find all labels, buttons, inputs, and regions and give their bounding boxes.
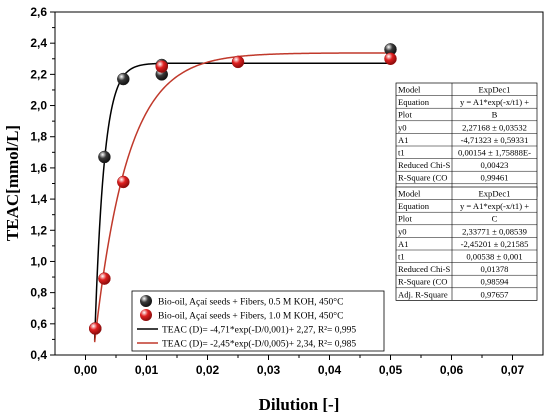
fit-table-key: y0 (398, 226, 407, 236)
legend-marker-series-2 (140, 309, 152, 321)
fit-table-value: 0,00154 ± 1,75888E- (458, 148, 531, 158)
fit-parameter-tables: Model ExpDec1 Equation y = A1*exp(-x/t1) + P… (395, 82, 538, 301)
y-tick-label: 0,8 (30, 286, 47, 300)
fit-table-key: Model (398, 85, 421, 95)
fit-table-key: Plot (398, 214, 412, 224)
data-point-series-1 (117, 72, 130, 86)
y-axis-title: TEAC[mmol/L] (3, 125, 22, 241)
legend: Bio-oil, Açaí seeds + Fibers, 0.5 M KOH,… (131, 290, 385, 352)
fit-table-value: 2,27168 ± 0,03532 (462, 122, 527, 132)
plot-frame (54, 11, 544, 356)
data-point-series-2 (89, 322, 102, 335)
y-tick-label: 1,8 (30, 130, 47, 144)
fit-table-value: -2,45201 ± 0,21585 (461, 239, 529, 249)
fit-table-key: R-Square (CO (398, 277, 447, 287)
fit-table-value: C (492, 214, 498, 224)
fit-table-key: A1 (398, 239, 409, 249)
fit-table-value: 0,97657 (481, 289, 510, 299)
legend-label-fit-2: TEAC (D)= -2,45*exp(-D/0,005)+ 2,34, R²=… (162, 339, 356, 350)
fit-table-value: 2,33771 ± 0,08539 (462, 226, 527, 236)
fit-table-value: 0,99461 (481, 173, 509, 183)
x-tick-label: 0,00 (74, 363, 98, 377)
y-tick-label: 2,4 (30, 36, 47, 50)
fit-table-value: 0,00423 (481, 160, 509, 170)
fit-table-value: y = A1*exp(-x/t1) + (460, 97, 529, 107)
data-point-series-2 (98, 272, 111, 285)
fit-curve-2 (93, 52, 391, 343)
y-tick-label: 2,6 (30, 5, 47, 19)
legend-box (131, 290, 385, 352)
y-tick-label: 1,6 (30, 161, 47, 175)
legend-label-fit-1: TEAC (D)= -4,71*exp(-D/0,001)+ 2,27, R²=… (162, 325, 356, 336)
x-tick-label: 0,03 (257, 363, 281, 377)
fit-table-value: 0,98594 (481, 277, 510, 287)
data-point-series-1 (98, 150, 111, 164)
fit-table-value: y = A1*exp(-x/t1) + (460, 201, 529, 211)
x-tick-label: 0,01 (135, 363, 159, 377)
y-tick-label: 1,2 (30, 223, 47, 237)
legend-marker-series-1 (140, 295, 152, 307)
fit-table-key: R-Square (CO (398, 173, 447, 183)
fit-table-value: ExpDec1 (479, 85, 511, 95)
legend-label-series-2: Bio-oil, Açaí seeds + Fibers, 1.0 M KOH,… (158, 311, 343, 322)
legend-label-series-1: Bio-oil, Açaí seeds + Fibers, 0.5 M KOH,… (158, 297, 343, 308)
data-point-series-2 (384, 52, 397, 66)
fit-table-value: 0,00538 ± 0,001 (466, 252, 522, 262)
fit-table-key: t1 (398, 148, 405, 158)
fit-table-key: A1 (398, 135, 409, 145)
fit-table-value: -4,71323 ± 0,59331 (461, 135, 529, 145)
y-tick-label: 1,0 (30, 254, 47, 268)
fit-table-key: Equation (398, 97, 430, 107)
fit-table-1 (395, 82, 538, 197)
y-tick-label: 0,4 (30, 348, 47, 362)
x-tick-label: 0,07 (501, 363, 525, 377)
data-point-series-2 (231, 55, 245, 69)
fit-table-value: B (492, 110, 498, 120)
tick-labels: 0,00 0,01 0,02 0,03 0,04 0,05 0,06 0,07 0,4 0,6 0,… (30, 5, 524, 377)
fit-table-key: Adj. R-Square (398, 289, 448, 299)
fit-table-value: ExpDec1 (479, 189, 511, 199)
fit-table-key: Equation (398, 201, 430, 211)
fit-table-value: 0,01378 (481, 264, 509, 274)
y-tick-label: 2,0 (30, 99, 47, 113)
fit-table-2 (395, 186, 538, 301)
x-tick-label: 0,05 (379, 363, 403, 377)
fit-table-key: y0 (398, 122, 407, 132)
y-tick-label: 1,4 (30, 192, 47, 206)
data-point-series-2 (117, 175, 130, 189)
y-tick-label: 0,6 (30, 317, 47, 331)
fit-table-key: Plot (398, 110, 412, 120)
fit-table-key: Reduced Chi-S (398, 160, 450, 170)
data-point-series-2 (155, 60, 168, 73)
fit-table-key: Model (398, 189, 421, 199)
x-tick-label: 0,06 (440, 363, 464, 377)
fit-table-key: t1 (398, 252, 405, 262)
data-points (89, 43, 397, 335)
x-axis-title: Dilution [-] (259, 395, 340, 414)
y-tick-label: 2,2 (30, 67, 47, 81)
fit-table-key: Reduced Chi-S (398, 264, 450, 274)
x-tick-label: 0,02 (196, 363, 220, 377)
x-tick-label: 0,04 (318, 363, 342, 377)
